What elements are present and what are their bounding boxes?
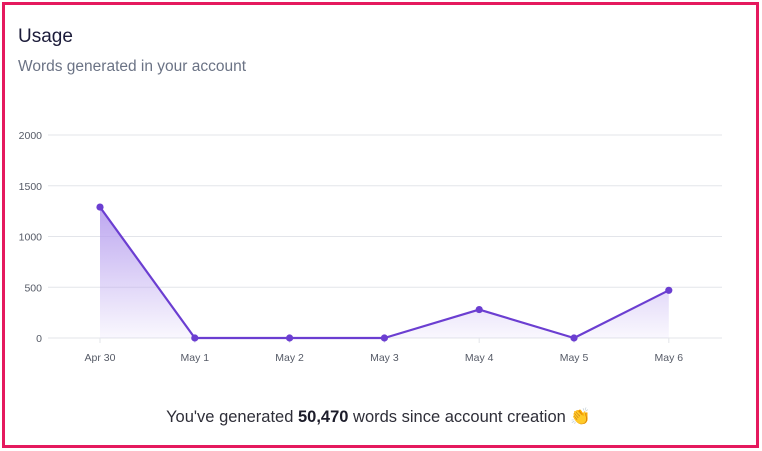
data-point-may-3[interactable] — [380, 334, 388, 342]
summary-prefix: You've generated — [166, 408, 298, 426]
data-point-apr-30[interactable] — [96, 203, 104, 211]
x-tick-label: May 3 — [370, 352, 399, 364]
clapping-hands-icon: 👏 — [570, 407, 591, 426]
y-tick-label: 0 — [36, 333, 42, 345]
y-axis: 0 500 1000 1500 2000 — [19, 130, 43, 345]
x-tick-label: May 4 — [465, 352, 494, 364]
usage-summary: You've generated 50,470 words since acco… — [0, 407, 757, 427]
x-tick-label: May 2 — [275, 352, 304, 364]
x-axis: Apr 30 May 1 May 2 May 3 May 4 May 5 May 6 — [85, 338, 684, 364]
summary-suffix: words since account creation — [348, 408, 571, 426]
data-point-may-4[interactable] — [475, 305, 483, 314]
data-points — [96, 203, 673, 342]
x-tick-label: May 5 — [560, 352, 589, 364]
word-count: 50,470 — [297, 408, 349, 426]
usage-area — [100, 207, 669, 338]
x-tick-label: May 6 — [655, 352, 684, 364]
y-tick-label: 1000 — [19, 232, 43, 244]
data-point-may-1[interactable] — [191, 334, 199, 342]
y-tick-label: 1500 — [19, 181, 43, 193]
usage-line — [99, 206, 670, 340]
card-subtitle: Words generated in your account — [18, 58, 247, 75]
data-point-may-2[interactable] — [286, 334, 294, 342]
card-title: Usage — [18, 26, 73, 47]
y-tick-label: 2000 — [19, 130, 43, 142]
x-tick-label: May 1 — [181, 352, 210, 364]
y-tick-label: 500 — [24, 282, 42, 294]
data-point-may-6[interactable] — [665, 286, 673, 294]
x-tick-label: Apr 30 — [85, 352, 116, 364]
data-point-may-5[interactable] — [570, 334, 578, 342]
